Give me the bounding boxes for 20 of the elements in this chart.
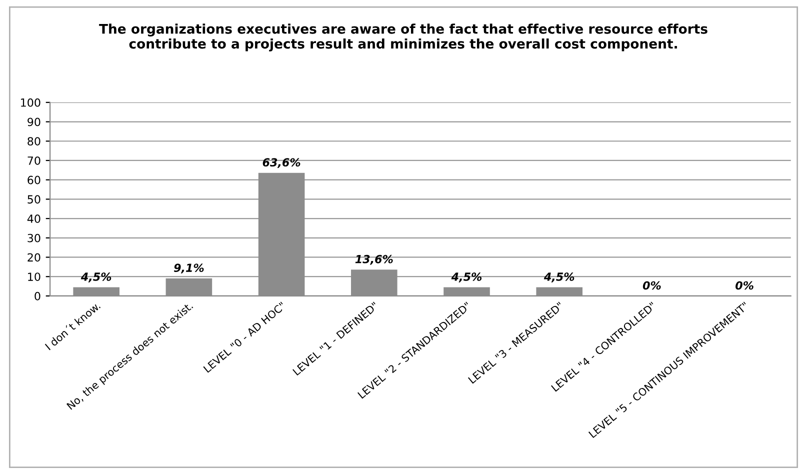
y-tick-label: 50	[28, 195, 40, 204]
y-tick-label: 30	[28, 234, 40, 242]
y-tick-label: 70	[28, 156, 40, 165]
chart-title: The organizations executives are aware of the fact that effective resource efforts contribute to a projects result and minimizes the overall cost component.	[99, 24, 708, 52]
data-label: 0%	[736, 281, 754, 290]
y-tick-label: 40	[27, 214, 40, 223]
data-label: 13,6%	[355, 254, 393, 265]
y-tick-label: 90	[28, 118, 40, 126]
y-tick-label: 0	[34, 292, 40, 300]
y-tick-label: 20	[28, 253, 40, 262]
data-label: 4,5%	[80, 272, 112, 282]
y-tick-label: 60	[28, 176, 40, 184]
data-label: 4,5%	[451, 272, 482, 282]
data-label: 4,5%	[544, 272, 574, 282]
y-tick-label: 80	[28, 137, 40, 146]
data-label: 0%	[642, 281, 661, 290]
data-label: 9,1%	[174, 264, 204, 274]
y-tick-label: 100	[21, 98, 40, 107]
data-label: 63,6%	[262, 158, 300, 168]
y-tick-label: 10	[28, 272, 40, 281]
